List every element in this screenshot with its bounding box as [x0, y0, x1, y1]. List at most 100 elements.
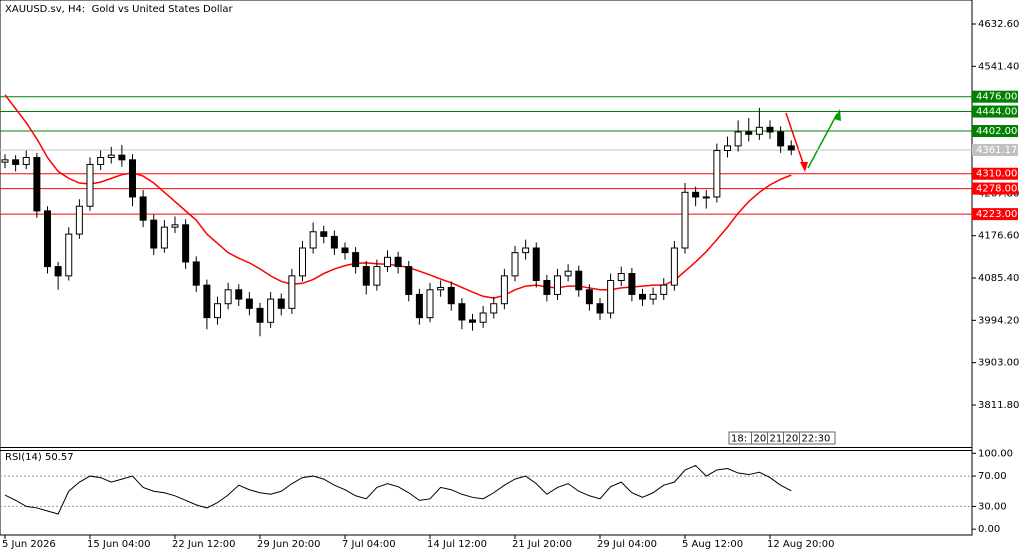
x-tick-label: 22 Jun 12:00	[172, 539, 236, 550]
candle-body	[554, 275, 561, 295]
level-label: 4402.00	[976, 126, 1017, 137]
level-tag	[972, 105, 1018, 118]
level-label: 4310.00	[976, 169, 1017, 180]
candle-body	[203, 284, 211, 319]
candle-body	[288, 275, 296, 309]
x-tick-label: 15 Jun 04:00	[87, 539, 151, 550]
candle-body	[649, 293, 657, 300]
candle-body	[617, 273, 625, 282]
candle-body	[469, 319, 476, 323]
time-box-label: 18:	[731, 434, 747, 445]
candle-body	[490, 303, 498, 314]
candle-body	[320, 231, 328, 237]
candle-body	[437, 286, 445, 291]
x-tick-label: 29 Jul 04:00	[597, 539, 657, 550]
candle-body	[639, 293, 646, 300]
candle-body	[692, 191, 700, 198]
level-tag	[972, 125, 1018, 138]
time-box-label: 21	[770, 434, 783, 445]
candle-body	[75, 205, 83, 235]
rsi-tick-label: 100.00	[978, 448, 1013, 459]
candle-body	[628, 273, 636, 295]
y-tick-label: 3903.00	[978, 358, 1019, 369]
rsi-label: RSI(14) 50.57	[5, 452, 74, 463]
candle-body	[415, 293, 423, 319]
level-tag	[972, 208, 1018, 221]
level-tag	[972, 90, 1018, 103]
candle-body	[65, 233, 73, 277]
candle-body	[713, 150, 721, 198]
candle-body	[479, 312, 487, 323]
candle-body	[766, 126, 774, 133]
candle-body	[777, 131, 785, 147]
candle-body	[660, 284, 668, 295]
candle-body	[192, 261, 200, 286]
candle-body	[256, 307, 264, 323]
x-tick-label: 14 Jul 12:00	[427, 539, 487, 550]
candle-body	[543, 280, 551, 295]
y-tick-label: 4176.60	[978, 231, 1019, 242]
y-tick-label: 4632.60	[978, 19, 1019, 30]
x-tick-label: 29 Jun 20:00	[257, 539, 321, 550]
candle-body	[352, 252, 360, 268]
candle-body	[500, 275, 508, 305]
candle-body	[118, 154, 126, 161]
candle-body	[33, 156, 41, 212]
candle-body	[22, 156, 30, 165]
candle-body	[394, 256, 402, 268]
x-tick-label: 7 Jul 04:00	[342, 539, 396, 550]
candle-body	[277, 298, 285, 309]
candle-body	[107, 154, 115, 158]
current-price-label: 4361.17	[976, 145, 1017, 156]
candle-body	[607, 280, 615, 314]
x-tick-label: 5 Aug 12:00	[682, 539, 743, 550]
candle-body	[384, 256, 391, 268]
candle-body	[522, 247, 530, 254]
candle-body	[426, 289, 434, 319]
candle-body	[447, 286, 455, 305]
level-label: 4444.00	[976, 107, 1017, 118]
level-label: 4223.00	[976, 209, 1017, 220]
candle-body	[670, 247, 678, 286]
x-tick-label: 5 Jun 2026	[2, 539, 56, 550]
level-tag	[972, 167, 1018, 180]
candle-body	[129, 159, 136, 198]
up-arrow	[807, 113, 838, 169]
time-box-label: 20	[786, 434, 799, 445]
candle-body	[341, 247, 349, 254]
candle-body	[596, 303, 604, 314]
down-arrow	[785, 112, 805, 167]
y-tick-label: 4085.40	[978, 273, 1019, 284]
rsi-tick-label: 30.00	[978, 501, 1007, 512]
down-arrow-head	[800, 162, 808, 172]
rsi-line	[4, 464, 792, 515]
x-tick-label: 21 Jul 20:00	[512, 539, 572, 550]
y-tick-label: 3994.20	[978, 315, 1019, 326]
candle-body	[139, 196, 147, 221]
candle-body	[235, 289, 243, 300]
candle-body	[702, 196, 710, 199]
candle-body	[97, 156, 105, 165]
rsi-tick-label: 0.00	[978, 524, 1000, 535]
candle-body	[182, 224, 190, 263]
candle-body	[585, 289, 593, 305]
candle-body	[373, 266, 381, 286]
candle-body	[745, 131, 753, 135]
candle-body	[214, 303, 221, 319]
y-tick-label: 4541.40	[978, 61, 1019, 72]
rsi-tick-label: 70.00	[978, 471, 1007, 482]
plot-frame	[0, 0, 973, 536]
candle-body	[245, 298, 253, 309]
candle-body	[54, 266, 62, 277]
candle-body	[267, 298, 275, 323]
level-tag	[972, 182, 1018, 195]
candle-body	[564, 270, 572, 277]
candle-body	[724, 145, 731, 152]
time-box-label: 20	[754, 434, 767, 445]
candle-body	[1, 159, 9, 163]
x-tick-label: 12 Aug 20:00	[767, 539, 834, 550]
candle-body	[12, 159, 20, 165]
candle-body	[309, 231, 317, 249]
candle-body	[44, 210, 51, 268]
